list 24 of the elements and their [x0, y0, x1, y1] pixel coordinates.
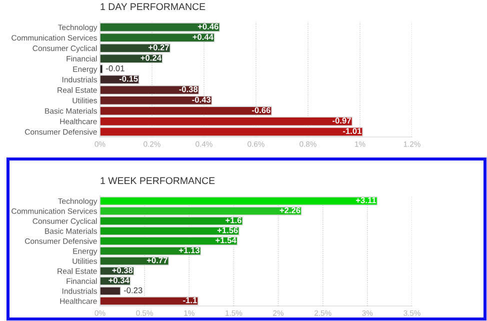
data-label: +0.34	[108, 277, 130, 284]
data-label: +0.44	[192, 34, 214, 40]
data-label: +0.46	[198, 24, 218, 30]
data-label: +0.38	[112, 267, 133, 274]
data-label: +0.24	[140, 54, 162, 61]
data-label: +0.77	[146, 257, 168, 264]
chart-title: 1 WEEK PERFORMANCE	[100, 177, 215, 184]
data-label: +1.54	[216, 237, 236, 244]
data-label: +1.56	[217, 227, 238, 234]
data-label: +1.6	[226, 217, 242, 224]
annotation: -1.01	[342, 128, 362, 134]
data-label: +0.27	[148, 44, 169, 50]
data-label: +1.13	[179, 247, 200, 254]
data-label: +2.26	[280, 207, 300, 214]
annotation: -0.66	[252, 107, 270, 114]
annotation: -1.1	[183, 297, 197, 304]
annotation: -0.15	[119, 76, 138, 82]
annotation: -0.38	[179, 86, 198, 92]
annotation: -0.43	[192, 96, 211, 103]
data-label: +3.11	[356, 197, 376, 204]
annotation: -0.23	[124, 287, 142, 294]
chart-title: 1 DAY PERFORMANCE	[100, 3, 206, 10]
annotation: -0.01	[106, 65, 124, 72]
annotation: -0.97	[332, 118, 351, 124]
